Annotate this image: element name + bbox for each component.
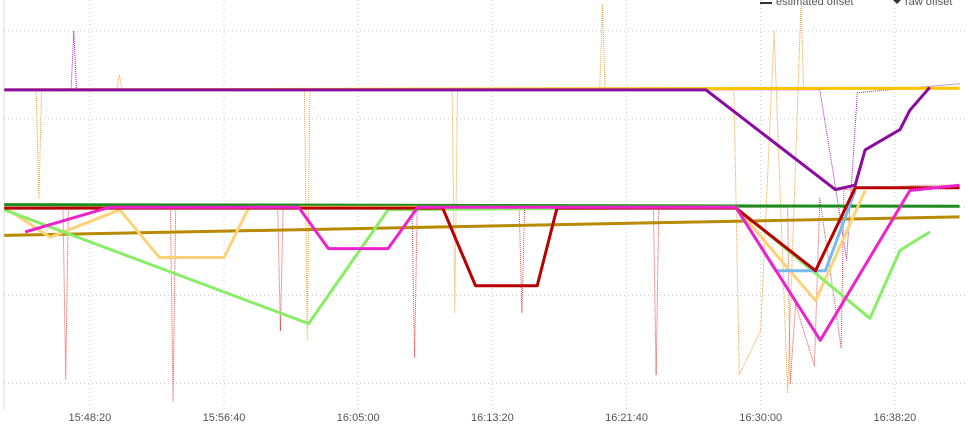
x-tick-label: 16:05:00 (337, 412, 380, 424)
estimated-offset-line (4, 203, 960, 208)
legend-diamond-symbol (893, 0, 901, 4)
x-tick-label: 15:56:40 (203, 412, 246, 424)
estimated-offset-line (734, 189, 857, 273)
legend-label: raw offset (905, 0, 953, 8)
x-tick-label: 16:30:00 (739, 412, 782, 424)
x-tick-label: 16:13:20 (471, 412, 514, 424)
x-tick-label: 16:21:40 (605, 412, 648, 424)
estimated-offset-line (24, 183, 960, 342)
legend-label: estimated offset (776, 0, 853, 8)
estimated-offset-line (4, 186, 960, 288)
raw-offset-line (4, 3, 960, 393)
x-tick-label: 15:48:20 (68, 412, 111, 424)
estimated-offset-line (4, 86, 931, 192)
x-tick-label: 16:38:20 (873, 412, 916, 424)
estimated-offset-line (4, 215, 960, 237)
raw-offset-line (4, 184, 960, 402)
